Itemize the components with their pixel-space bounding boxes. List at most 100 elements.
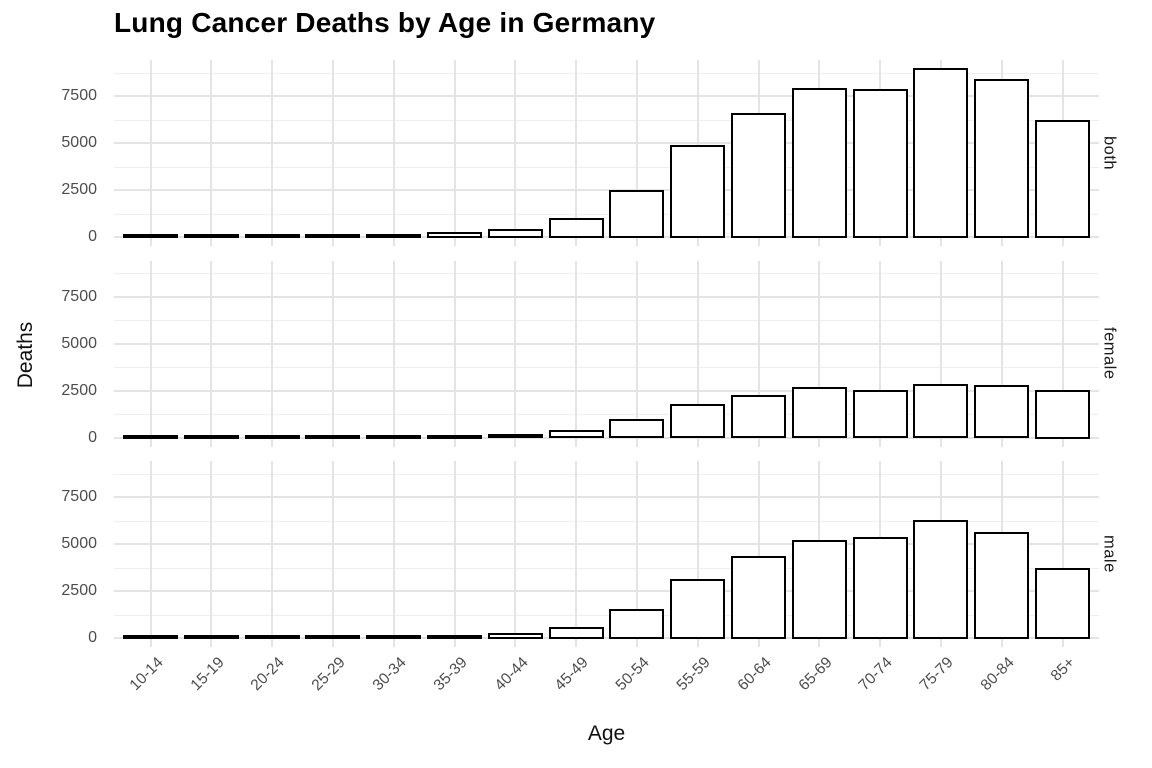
gridline-major-vertical: [757, 260, 760, 447]
gridline-major-horizontal: [114, 95, 1099, 97]
gridline-minor-horizontal: [114, 520, 1099, 522]
gridline-major-vertical: [514, 260, 517, 447]
y-axis-title: Deaths: [14, 321, 37, 389]
gridline-major-vertical: [453, 461, 456, 647]
gridline-major-vertical: [575, 260, 578, 447]
bar-female-15-19: [183, 434, 239, 439]
chart-title: Lung Cancer Deaths by Age in Germany: [114, 7, 656, 38]
bar-female-70-74: [852, 390, 908, 439]
gridline-minor-horizontal: [114, 166, 1099, 168]
gridline-major-vertical: [1000, 260, 1003, 447]
bar-both-25-29: [305, 234, 361, 238]
gridline-major-vertical: [392, 60, 395, 246]
gridline-major-vertical: [392, 461, 395, 647]
bar-both-55-59: [670, 144, 726, 238]
bar-female-45-49: [548, 429, 604, 439]
bar-male-10-14: [123, 635, 178, 639]
y-tick-label: 5000: [61, 535, 97, 552]
bar-female-75-79: [913, 383, 969, 439]
gridline-minor-horizontal: [114, 320, 1099, 321]
y-tick-label: 0: [88, 428, 97, 446]
x-tick-label: 50-54: [612, 654, 653, 695]
gridline-minor-horizontal: [114, 614, 1099, 616]
gridline-major-vertical: [1061, 260, 1064, 447]
bar-both-10-14: [123, 234, 178, 238]
bar-male-65-69: [791, 540, 847, 639]
y-tick-label: 5000: [61, 134, 97, 151]
x-tick-label: 30-34: [369, 654, 410, 695]
gridline-major-vertical: [696, 260, 699, 447]
bar-male-45-49: [548, 626, 604, 639]
y-tick-label: 2500: [61, 381, 97, 399]
y-tick-label: 7500: [61, 287, 97, 305]
x-tick-label: 25-29: [308, 654, 349, 695]
gridline-major-horizontal: [114, 496, 1099, 498]
bar-male-20-24: [244, 635, 300, 639]
bar-female-60-64: [731, 395, 786, 439]
x-tick-label: 60-64: [734, 654, 775, 695]
x-tick-label: 10-14: [126, 654, 167, 695]
bar-both-70-74: [852, 89, 908, 238]
gridline-major-vertical: [392, 260, 395, 447]
bar-both-50-54: [609, 189, 665, 238]
y-tick-label: 2500: [61, 181, 97, 198]
bar-male-85+: [1035, 568, 1090, 639]
gridline-major-vertical: [818, 260, 821, 447]
gridline-minor-horizontal: [114, 213, 1099, 215]
bar-female-85+: [1035, 389, 1090, 439]
gridline-major-horizontal: [114, 189, 1099, 191]
gridline-major-vertical: [1061, 461, 1064, 647]
gridline-major-vertical: [271, 260, 274, 447]
gridline-major-vertical: [331, 461, 334, 647]
gridline-major-horizontal: [114, 236, 1099, 238]
bar-male-15-19: [183, 635, 239, 639]
gridline-major-vertical: [331, 260, 334, 447]
gridline-major-vertical: [210, 461, 213, 647]
gridline-major-vertical: [939, 260, 942, 447]
x-tick-label: 70-74: [856, 654, 897, 695]
bar-male-55-59: [670, 579, 726, 639]
y-tick-label: 7500: [61, 488, 97, 505]
facet-strip-label-male: male: [1100, 535, 1119, 573]
bar-male-75-79: [913, 520, 969, 639]
facet-strip-label-female: female: [1100, 327, 1119, 380]
bar-both-30-34: [366, 234, 422, 238]
bar-female-40-44: [487, 433, 543, 439]
gridline-major-vertical: [635, 461, 638, 647]
x-tick-label: 55-59: [673, 654, 714, 695]
x-tick-label: 75-79: [916, 654, 957, 695]
gridline-minor-horizontal: [114, 473, 1099, 475]
gridline-major-horizontal: [114, 389, 1099, 392]
bar-male-70-74: [852, 537, 908, 639]
x-tick-label: 85+: [1047, 654, 1079, 685]
bar-male-50-54: [609, 608, 665, 639]
gridline-major-vertical: [514, 461, 517, 647]
bar-both-65-69: [791, 88, 847, 238]
y-tick-label: 7500: [61, 87, 97, 104]
x-tick-label: 15-19: [187, 654, 228, 695]
bar-both-40-44: [487, 228, 543, 238]
gridline-major-vertical: [210, 260, 213, 447]
gridline-major-vertical: [757, 461, 760, 647]
bar-female-80-84: [974, 384, 1030, 439]
gridline-major-vertical: [453, 260, 456, 447]
gridline-minor-horizontal: [114, 273, 1099, 274]
gridline-major-vertical: [271, 60, 274, 246]
y-tick-label: 2500: [61, 582, 97, 599]
gridline-minor-horizontal: [114, 72, 1099, 74]
gridline-major-horizontal: [114, 342, 1099, 345]
bar-both-60-64: [731, 112, 786, 238]
y-tick-label: 0: [88, 629, 97, 646]
gridline-minor-horizontal: [114, 567, 1099, 569]
bar-male-35-39: [427, 634, 482, 639]
gridline-minor-horizontal: [114, 414, 1099, 415]
x-tick-label: 40-44: [491, 654, 532, 695]
gridline-major-vertical: [149, 461, 152, 647]
gridline-major-horizontal: [114, 436, 1099, 439]
gridline-major-vertical: [271, 461, 274, 647]
bar-female-10-14: [123, 434, 178, 439]
bar-female-25-29: [305, 434, 361, 439]
gridline-major-horizontal: [114, 637, 1099, 639]
bar-female-50-54: [609, 418, 665, 439]
